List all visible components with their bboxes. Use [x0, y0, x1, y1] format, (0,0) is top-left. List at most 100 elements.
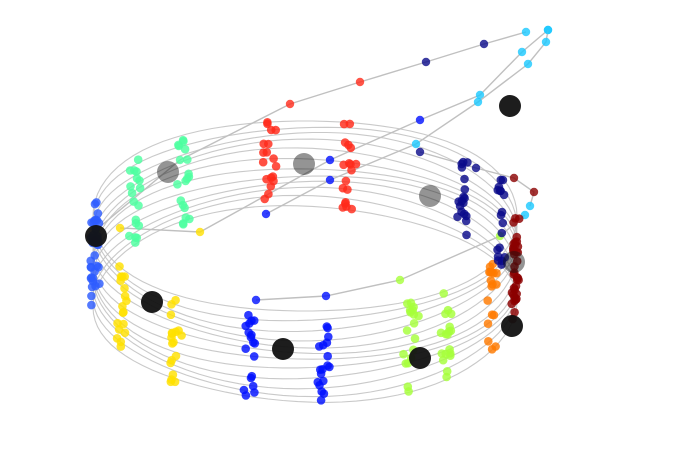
cluster-point — [341, 176, 351, 186]
excursion-path — [265, 29, 549, 215]
cluster-point — [457, 163, 467, 172]
cluster-point — [95, 279, 104, 289]
cluster-point — [176, 196, 186, 205]
cluster-point — [271, 162, 281, 171]
cluster-point — [443, 330, 453, 339]
cluster-point — [485, 267, 494, 277]
cluster-point — [259, 148, 268, 157]
anchor-point — [85, 225, 107, 247]
cluster-point — [118, 272, 127, 281]
cluster-point — [483, 319, 493, 329]
excursion-point — [285, 99, 295, 109]
cluster-point — [442, 367, 452, 376]
cluster-point — [497, 207, 507, 217]
excursion-point — [421, 57, 431, 67]
cluster-point — [241, 391, 251, 400]
cluster-point — [460, 185, 470, 194]
cluster-point — [250, 388, 259, 397]
cluster-point — [269, 154, 278, 163]
excursion-point — [541, 37, 551, 47]
cluster-point — [264, 139, 273, 149]
excursion-point — [175, 155, 185, 165]
cluster-point — [487, 310, 497, 320]
anchor-point — [499, 95, 521, 117]
excursion-point — [325, 155, 335, 165]
cluster-point — [455, 201, 465, 211]
cluster-point — [271, 125, 281, 135]
anchor-point — [272, 338, 294, 360]
cluster-point — [264, 189, 273, 199]
cluster-point — [507, 299, 516, 309]
cluster-point — [316, 396, 326, 405]
cluster-point — [509, 290, 518, 299]
cluster-point — [268, 172, 278, 181]
cluster-point — [112, 334, 122, 343]
cluster-point — [94, 262, 103, 272]
cluster-point — [266, 182, 276, 191]
cluster-point — [463, 158, 472, 167]
cluster-point — [339, 160, 348, 170]
cluster-point — [183, 155, 192, 164]
excursion-point — [251, 295, 261, 305]
cluster-point — [93, 209, 103, 218]
cluster-point — [315, 342, 324, 351]
cluster-point — [462, 230, 471, 240]
anchor-point — [409, 347, 431, 369]
anchor-point — [419, 185, 441, 207]
cluster-point — [406, 308, 415, 317]
cluster-point — [118, 302, 127, 311]
cluster-point — [409, 319, 419, 328]
excursion-point — [411, 139, 421, 149]
cluster-point — [439, 289, 449, 298]
cluster-point — [346, 160, 355, 169]
cluster-point — [241, 321, 250, 331]
excursion-point — [473, 97, 483, 107]
anchor-point — [293, 153, 315, 175]
cluster-point — [184, 169, 193, 179]
cluster-point — [323, 351, 333, 361]
cluster-point — [87, 291, 96, 301]
excursion-point — [415, 115, 425, 125]
cluster-point — [401, 359, 411, 368]
cluster-point — [132, 174, 142, 183]
excursion-point — [479, 39, 489, 49]
excursion-point — [321, 291, 331, 301]
cluster-point — [131, 215, 141, 225]
cluster-point — [169, 338, 178, 347]
excursion-point — [523, 59, 533, 69]
cluster-point — [127, 188, 137, 198]
cluster-point — [498, 175, 508, 185]
cluster-point — [168, 370, 178, 380]
cluster-point — [171, 351, 181, 361]
cluster-point — [493, 256, 503, 265]
cluster-point — [92, 198, 101, 207]
cluster-point — [347, 204, 357, 214]
cluster-point — [437, 349, 447, 358]
cluster-point — [247, 371, 257, 381]
cluster-point — [167, 328, 177, 338]
cluster-point — [343, 185, 352, 194]
excursion-point — [261, 209, 271, 219]
cluster-point — [323, 361, 332, 370]
cluster-point — [403, 299, 412, 308]
cluster-point — [241, 344, 250, 354]
excursion-point — [115, 223, 125, 233]
excursion-point — [521, 27, 531, 37]
cluster-point — [90, 251, 99, 260]
cluster-point — [130, 166, 139, 175]
excursion-point — [525, 201, 535, 211]
cluster-point — [341, 198, 350, 207]
cluster-point — [443, 305, 453, 315]
excursion-point — [325, 175, 335, 185]
cluster-point — [460, 174, 469, 184]
cluster-point — [339, 119, 349, 129]
cluster-point — [445, 322, 455, 332]
excursion-point — [475, 90, 485, 100]
cluster-point — [316, 369, 326, 379]
excursion-point — [529, 187, 539, 197]
cluster-point — [258, 157, 268, 167]
cluster-point — [510, 308, 519, 317]
cluster-point — [495, 243, 504, 252]
